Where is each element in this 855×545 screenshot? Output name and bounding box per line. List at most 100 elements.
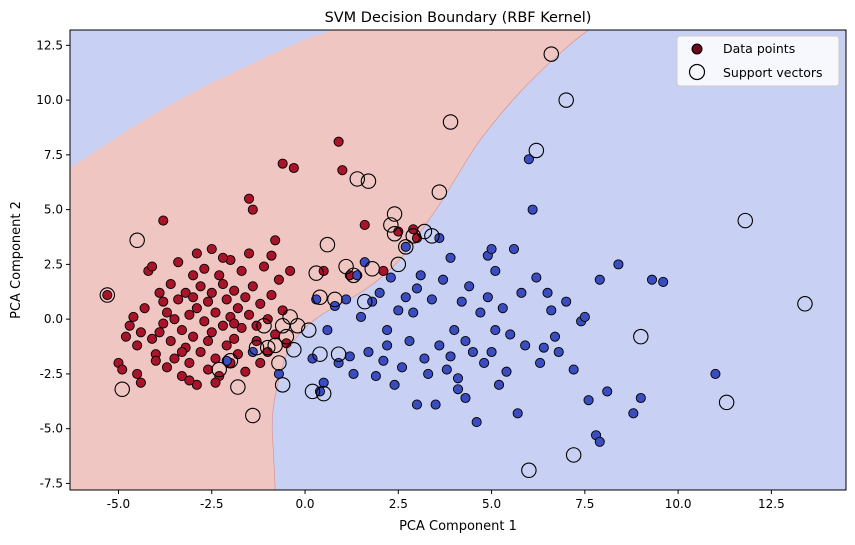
data-point-blue [549,331,561,342]
data-point-red [184,357,195,369]
data-point-red [161,362,173,373]
data-point-red [147,261,158,272]
data-point-red [221,340,232,351]
data-point-blue [475,307,486,318]
data-point-blue [400,292,411,303]
data-point-red [247,281,258,292]
data-point-blue [486,346,497,358]
data-point-red [337,165,348,176]
support-vector-ring [633,328,649,345]
data-point-blue [460,335,471,347]
data-point-blue [382,340,393,351]
x-tick-label: -2.5 [200,497,223,511]
x-tick-label: 0.0 [295,497,314,511]
decision-boundary [271,30,589,490]
data-point-red [273,274,284,285]
data-point-red [124,320,135,331]
data-point-red [169,314,180,325]
data-point-blue [512,408,523,419]
data-point-red [206,243,217,255]
data-point-blue [352,270,363,281]
data-point-red [188,292,199,303]
x-tick-label: 10.0 [665,497,692,511]
data-point-blue [553,346,564,358]
data-point-red [176,325,187,336]
support-vector-ring [442,114,459,130]
data-point-red [359,219,370,231]
data-point-red [288,162,299,174]
data-point-blue [355,311,367,323]
y-tick-label: 10.0 [36,93,63,107]
data-point-red [188,270,199,281]
legend-marker-support-vectors [688,63,706,81]
y-axis-label: PCA Component 2 [9,201,24,319]
data-point-blue [490,265,501,277]
data-point-blue [449,325,460,336]
support-vector-ring [416,223,433,240]
data-point-red [221,294,232,305]
support-vector-ring [259,339,276,356]
support-vectors [99,46,813,479]
data-point-blue [359,257,370,268]
support-vector-ring [312,289,328,305]
data-point-red [266,250,277,261]
data-point-blue [658,276,669,287]
data-point-red [247,204,258,215]
red-points [102,136,423,390]
support-vector-ring [360,173,377,189]
data-point-red [236,322,247,333]
data-point-red [232,303,243,314]
data-point-blue [385,272,396,283]
data-point-blue [318,377,329,388]
support-vector-ring [383,217,399,233]
data-point-blue [452,384,464,395]
data-point-red [176,371,187,382]
data-point-blue [464,281,475,292]
support-vector-ring [718,394,735,411]
data-point-red [244,248,255,259]
data-point-red [277,158,288,169]
support-vector-ring [248,339,265,356]
data-point-red [285,265,296,277]
data-point-blue [527,204,538,215]
y-tick-label: 12.5 [36,38,63,52]
data-point-blue [430,399,441,410]
data-point-blue [628,408,639,419]
data-point-blue [505,329,516,340]
support-vector-ring [386,225,403,242]
data-point-blue [646,274,658,285]
data-point-red [199,263,210,274]
data-point-red [202,364,214,375]
data-point-blue [434,340,445,351]
data-point-blue [516,287,527,298]
data-point-red [240,366,251,377]
data-point-red [266,289,277,301]
legend-label-support-vectors: Support vectors [723,65,823,80]
data-point-red [191,303,202,314]
support-vector-ring [528,142,545,159]
data-point-red [195,281,206,292]
data-point-blue [561,296,572,307]
x-tick-label: 2.5 [389,497,408,511]
support-vector-ring [245,407,261,424]
data-point-red [217,320,229,331]
legend-label-data-points: Data points [723,41,795,56]
data-point-blue [389,379,400,390]
data-point-red [214,270,225,281]
data-point-blue [393,305,404,316]
support-vector-ring [737,212,754,229]
data-point-blue [583,395,594,406]
x-tick-label: 12.5 [758,497,785,511]
data-point-blue [348,368,359,379]
y-tick-label: 5.0 [44,203,63,217]
data-point-red [206,327,217,338]
legend-marker-data-points [691,43,703,55]
data-point-red [132,340,143,351]
support-vector-ring [256,317,272,334]
data-point-red [217,252,229,263]
data-point-red [135,327,146,338]
x-tick-label: 7.5 [575,497,594,511]
support-vector-ring [274,317,291,334]
data-point-red [202,296,214,307]
